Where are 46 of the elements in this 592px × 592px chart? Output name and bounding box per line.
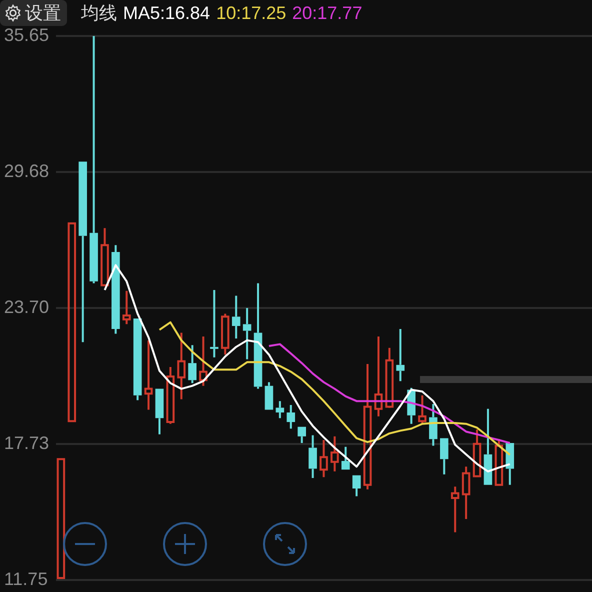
- candlestick: [450, 486, 460, 534]
- candlestick: [396, 328, 405, 382]
- candlestick: [330, 435, 339, 472]
- text: 10:17.25: [216, 2, 286, 24]
- candlestick: [341, 446, 350, 470]
- candlestick: [308, 434, 317, 480]
- candlestick: [462, 466, 470, 520]
- candlestick: [133, 318, 142, 402]
- candlestick: [286, 404, 296, 430]
- y-tick-label: 17.73: [4, 432, 50, 453]
- candlestick: [210, 289, 218, 358]
- candlestick: [276, 400, 284, 420]
- candlestick: [506, 442, 514, 486]
- candlestick: [122, 290, 131, 326]
- text: 20:17.77: [292, 2, 362, 24]
- candlestick: [242, 307, 252, 360]
- candlestick: [418, 394, 426, 425]
- candlestick: [363, 362, 372, 490]
- candlestick: [90, 35, 98, 284]
- candlestick: [264, 381, 274, 410]
- candlestick: [199, 335, 208, 387]
- candlestick: [177, 332, 186, 400]
- candlestick: [100, 227, 109, 286]
- candlestick: [472, 428, 482, 478]
- candlestick: [374, 335, 383, 418]
- y-tick-label: 29.68: [4, 160, 50, 181]
- y-tick-label: 23.70: [4, 296, 50, 317]
- candlestick: [352, 475, 361, 498]
- candlestick: [429, 403, 438, 447]
- candlestick: [144, 339, 153, 411]
- candlestick: [232, 294, 240, 340]
- candlestick: [298, 426, 306, 444]
- candlestick: [385, 346, 394, 409]
- text: 均线: [81, 2, 117, 25]
- candlestick: [188, 344, 196, 384]
- candlestick: [440, 438, 448, 476]
- text: MA5:16.84: [123, 2, 210, 24]
- candlestick: [221, 312, 230, 356]
- y-tick-label: 11.75: [4, 568, 48, 589]
- candlestick: [112, 244, 120, 335]
- candlestick: [320, 439, 328, 478]
- text: 设置: [25, 2, 61, 25]
- candlestick: [78, 162, 87, 344]
- candlestick: [155, 388, 164, 436]
- y-tick-label: 35.65: [4, 24, 50, 45]
- candlestick: [166, 366, 175, 425]
